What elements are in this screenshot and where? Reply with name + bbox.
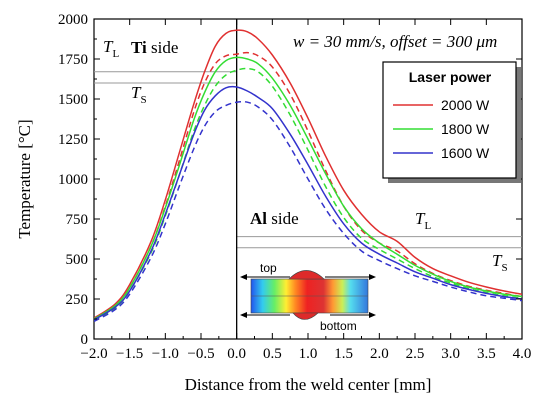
y-tick-label: 1750 bbox=[58, 52, 88, 68]
x-tick-label: 1.0 bbox=[299, 346, 318, 362]
x-tick-label: 1.5 bbox=[334, 346, 353, 362]
x-tick-label: −0.5 bbox=[187, 346, 214, 362]
al-ts-symbol: T bbox=[492, 251, 503, 270]
inset-bottom-arrow-right bbox=[369, 312, 376, 318]
x-axis-title: Distance from the weld center [mm] bbox=[185, 375, 432, 394]
ti-side-rest: side bbox=[147, 38, 179, 57]
legend-box bbox=[382, 61, 517, 179]
ti-tl-subscript: L bbox=[112, 48, 119, 60]
legend-label-1600: 1600 W bbox=[441, 145, 490, 161]
x-tick-label: 3.0 bbox=[441, 346, 460, 362]
inset-top-arrow-right bbox=[369, 274, 376, 280]
al-tl-subscript: L bbox=[424, 220, 431, 232]
legend-label-1800: 1800 W bbox=[441, 121, 490, 137]
ti-side-label: Ti side bbox=[131, 38, 178, 57]
x-tick-label: −1.5 bbox=[116, 346, 143, 362]
series-lines bbox=[94, 29, 522, 323]
x-tick-label: 2.5 bbox=[406, 346, 425, 362]
weld-cross-section-inset: top bottom bbox=[240, 261, 376, 333]
al-ts-subscript: S bbox=[501, 262, 507, 274]
y-tick-label: 500 bbox=[66, 252, 89, 268]
inset-top-label: top bbox=[260, 261, 277, 275]
ti-tl-symbol: T bbox=[103, 37, 114, 56]
al-tl-symbol: T bbox=[415, 209, 426, 228]
x-tick-label: 3.5 bbox=[477, 346, 496, 362]
legend-label-2000: 2000 W bbox=[441, 97, 490, 113]
ti-side-bold: Ti bbox=[131, 38, 147, 57]
legend: Laser power 2000 W 1800 W 1600 W bbox=[382, 61, 521, 183]
x-tick-label: 0.0 bbox=[227, 346, 246, 362]
inset-bottom-label: bottom bbox=[320, 319, 357, 333]
inset-weld-bead-top bbox=[288, 270, 325, 280]
x-tick-label: 4.0 bbox=[513, 346, 532, 362]
y-tick-label: 250 bbox=[66, 292, 89, 308]
al-side-label: Al side bbox=[250, 209, 299, 228]
ti-tl-label: TL bbox=[103, 37, 119, 60]
al-side-rest: side bbox=[267, 209, 299, 228]
ti-ts-label: TS bbox=[131, 83, 147, 106]
x-axis-ticks: −2.0 −1.5 −1.0 −0.5 0.0 0.5 1.0 1.5 2.0 2.5 3.0 3.5… bbox=[80, 19, 531, 362]
al-side-bold: Al bbox=[250, 209, 267, 228]
y-tick-label: 1500 bbox=[58, 92, 88, 108]
x-tick-label: −1.0 bbox=[152, 346, 179, 362]
y-tick-label: 1000 bbox=[58, 172, 88, 188]
series-line-2000w-solid bbox=[94, 29, 522, 319]
y-axis-ticks: 0 250 500 750 1000 1250 1500 1750 2000 bbox=[58, 12, 522, 348]
ti-ts-subscript: S bbox=[140, 94, 146, 106]
x-tick-label: 0.5 bbox=[263, 346, 282, 362]
al-tl-label: TL bbox=[415, 209, 431, 232]
inset-bottom-arrow-left bbox=[240, 312, 247, 318]
inset-weld-bead-bottom bbox=[292, 312, 319, 320]
ti-ts-symbol: T bbox=[131, 83, 142, 102]
y-axis-title: Temperature [°C] bbox=[15, 119, 34, 238]
y-tick-label: 1250 bbox=[58, 132, 88, 148]
y-tick-label: 750 bbox=[66, 212, 89, 228]
legend-title: Laser power bbox=[409, 69, 492, 85]
reference-lines bbox=[94, 71, 522, 249]
series-line-1600w-dashed bbox=[94, 100, 522, 323]
x-tick-label: 2.0 bbox=[370, 346, 389, 362]
x-tick-label: −2.0 bbox=[80, 346, 107, 362]
y-tick-label: 0 bbox=[81, 332, 89, 348]
inset-top-arrow-left bbox=[240, 274, 247, 280]
al-ts-label: TS bbox=[492, 251, 508, 274]
series-line-1600w-solid bbox=[94, 85, 522, 321]
y-tick-label: 2000 bbox=[58, 12, 88, 28]
series-line-1800w-solid bbox=[94, 56, 522, 320]
conditions-label: w = 30 mm/s, offset = 300 μm bbox=[293, 32, 497, 51]
